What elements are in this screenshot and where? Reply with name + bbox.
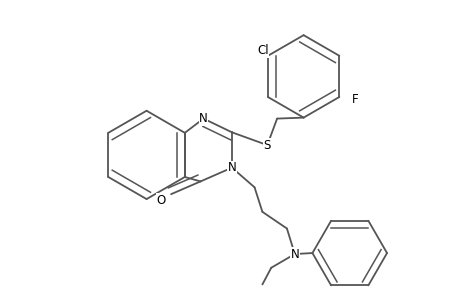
Text: Cl: Cl <box>257 44 268 57</box>
Text: N: N <box>290 248 298 260</box>
Text: N: N <box>199 112 207 125</box>
Text: F: F <box>351 93 358 106</box>
Text: S: S <box>263 139 270 152</box>
Text: O: O <box>157 194 166 207</box>
Text: N: N <box>227 161 236 174</box>
